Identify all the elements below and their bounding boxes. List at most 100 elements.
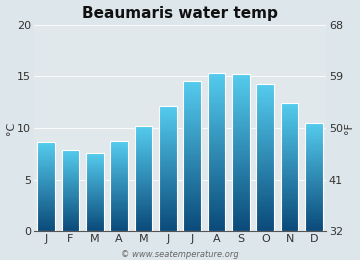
Bar [135, 167, 152, 168]
Bar [305, 170, 323, 172]
Bar [256, 128, 274, 130]
Bar [208, 95, 225, 97]
Bar [110, 194, 128, 195]
Bar [208, 144, 225, 146]
Bar [37, 187, 55, 188]
Bar [256, 110, 274, 112]
Bar [232, 184, 250, 186]
Bar [281, 146, 298, 148]
Bar [232, 166, 250, 168]
Bar [208, 128, 225, 131]
Bar [86, 168, 104, 170]
Bar [86, 188, 104, 189]
Bar [183, 87, 201, 89]
Bar [256, 107, 274, 108]
Bar [232, 218, 250, 219]
Bar [232, 165, 250, 166]
Bar [305, 136, 323, 138]
Bar [232, 176, 250, 178]
Bar [110, 218, 128, 219]
Bar [281, 228, 298, 230]
Bar [305, 226, 323, 227]
Bar [232, 196, 250, 198]
Bar [305, 177, 323, 178]
Bar [305, 227, 323, 229]
Bar [256, 86, 274, 88]
Y-axis label: °F: °F [345, 122, 355, 134]
Bar [62, 205, 79, 206]
Bar [135, 132, 152, 134]
Bar [305, 139, 323, 140]
Bar [86, 217, 104, 218]
Bar [37, 155, 55, 156]
Bar [256, 213, 274, 215]
Bar [110, 185, 128, 186]
Bar [110, 148, 128, 149]
Bar [37, 222, 55, 224]
Bar [256, 94, 274, 95]
Bar [37, 178, 55, 179]
Bar [110, 201, 128, 202]
Y-axis label: °C: °C [5, 121, 15, 134]
Bar [135, 131, 152, 132]
Bar [256, 97, 274, 99]
Bar [232, 127, 250, 129]
Bar [62, 222, 79, 223]
Bar [183, 160, 201, 162]
Bar [208, 113, 225, 115]
Title: Beaumaris water temp: Beaumaris water temp [82, 5, 278, 21]
Bar [159, 156, 177, 158]
Bar [159, 228, 177, 230]
Bar [110, 208, 128, 209]
Bar [159, 122, 177, 124]
Bar [159, 205, 177, 206]
Bar [37, 199, 55, 200]
Bar [159, 192, 177, 194]
Bar [135, 219, 152, 221]
Bar [305, 211, 323, 212]
Bar [208, 168, 225, 170]
Bar [37, 198, 55, 199]
Bar [37, 149, 55, 150]
Bar [208, 204, 225, 206]
Bar [86, 227, 104, 228]
Bar [110, 144, 128, 145]
Bar [305, 196, 323, 197]
Bar [232, 161, 250, 162]
Bar [281, 138, 298, 140]
Bar [183, 175, 201, 177]
Bar [305, 172, 323, 173]
Bar [86, 172, 104, 173]
Bar [86, 228, 104, 229]
Bar [159, 119, 177, 120]
Bar [208, 207, 225, 210]
Bar [256, 185, 274, 187]
Bar [305, 161, 323, 162]
Bar [208, 87, 225, 89]
Bar [281, 140, 298, 141]
Bar [281, 154, 298, 156]
Bar [135, 151, 152, 152]
Bar [281, 207, 298, 209]
Bar [305, 151, 323, 153]
Bar [159, 191, 177, 192]
Bar [183, 216, 201, 218]
Bar [159, 172, 177, 173]
Bar [256, 228, 274, 229]
Bar [305, 184, 323, 185]
Bar [232, 135, 250, 137]
Bar [183, 94, 201, 96]
Bar [256, 88, 274, 90]
Bar [135, 221, 152, 222]
Bar [281, 209, 298, 210]
Bar [135, 177, 152, 179]
Bar [159, 209, 177, 211]
Bar [135, 216, 152, 217]
Bar [232, 78, 250, 80]
Bar [37, 151, 55, 152]
Bar [159, 217, 177, 219]
Bar [110, 147, 128, 148]
Bar [37, 182, 55, 184]
Bar [305, 135, 323, 136]
Bar [256, 165, 274, 167]
